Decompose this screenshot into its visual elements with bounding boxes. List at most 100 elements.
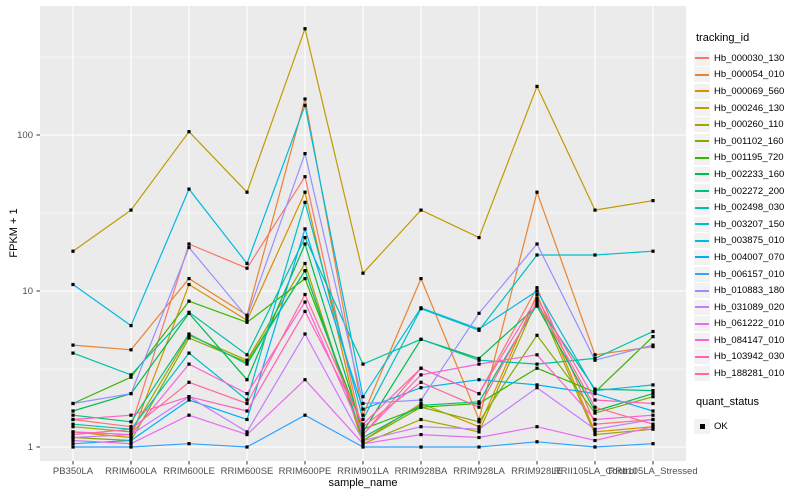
data-point bbox=[187, 336, 191, 340]
data-point bbox=[129, 438, 133, 443]
data-point bbox=[129, 420, 133, 424]
legend-key bbox=[694, 233, 710, 249]
data-point bbox=[303, 309, 307, 313]
data-point bbox=[593, 358, 597, 362]
data-point bbox=[535, 302, 539, 306]
x-tick-label: RRIM901LA bbox=[337, 466, 389, 477]
data-point bbox=[477, 236, 481, 240]
legend-key bbox=[694, 117, 710, 133]
data-point bbox=[71, 422, 75, 426]
data-point bbox=[303, 236, 307, 240]
data-point bbox=[651, 329, 655, 334]
data-point bbox=[245, 433, 249, 437]
legend-key-line bbox=[695, 140, 709, 143]
legend-key bbox=[694, 50, 710, 66]
data-point bbox=[361, 271, 365, 275]
legend-item: Hb_188281_010 bbox=[694, 365, 784, 382]
legend-item-label: Hb_103942_030 bbox=[714, 351, 785, 363]
data-point bbox=[651, 343, 655, 347]
legend-tracking-items: Hb_000030_130 Hb_000054_010 Hb_000069_560 H… bbox=[694, 50, 784, 382]
data-point bbox=[477, 378, 481, 382]
data-point bbox=[651, 383, 655, 387]
data-point bbox=[593, 389, 597, 393]
data-point bbox=[303, 175, 307, 179]
x-axis-title: sample_name bbox=[328, 477, 398, 489]
data-point bbox=[419, 380, 423, 384]
data-point bbox=[129, 425, 133, 429]
data-point bbox=[245, 190, 249, 194]
data-point bbox=[303, 242, 307, 246]
data-point bbox=[593, 392, 597, 396]
legend-key bbox=[694, 150, 710, 166]
data-point bbox=[651, 409, 655, 413]
legend-quant-items: OK bbox=[694, 418, 728, 435]
legend-item-label: Hb_002272_200 bbox=[714, 185, 785, 197]
data-point bbox=[419, 386, 423, 390]
data-point bbox=[361, 422, 365, 426]
data-point bbox=[477, 445, 481, 449]
data-point bbox=[71, 425, 75, 429]
x-tick-label: PB350LA bbox=[53, 466, 94, 477]
data-point bbox=[245, 313, 249, 317]
data-point bbox=[71, 409, 75, 413]
data-point bbox=[71, 442, 75, 446]
data-point bbox=[303, 300, 307, 304]
legend-item: Hb_003875_010 bbox=[694, 233, 784, 250]
legend-key-line bbox=[695, 156, 709, 159]
data-point bbox=[535, 333, 539, 337]
legend-item: Hb_084147_010 bbox=[694, 332, 784, 349]
data-point bbox=[361, 433, 365, 437]
data-point bbox=[593, 445, 597, 449]
data-point bbox=[419, 373, 423, 377]
quant-status-key bbox=[694, 418, 710, 434]
data-point bbox=[245, 409, 249, 413]
data-point bbox=[245, 358, 249, 362]
legend-item-label: Hb_084147_010 bbox=[714, 334, 785, 346]
data-point bbox=[187, 413, 191, 417]
data-point bbox=[419, 277, 423, 281]
data-point bbox=[593, 208, 597, 212]
data-point bbox=[245, 398, 249, 402]
legend-key-line bbox=[695, 372, 709, 375]
legend-key bbox=[694, 216, 710, 232]
data-point bbox=[535, 304, 539, 308]
data-point bbox=[477, 358, 481, 362]
data-point bbox=[303, 190, 307, 194]
legend-key-line bbox=[695, 355, 709, 358]
data-point bbox=[477, 392, 481, 396]
data-point bbox=[593, 398, 597, 402]
data-point bbox=[419, 337, 423, 341]
data-point bbox=[303, 27, 307, 31]
legend-item: Hb_010883_180 bbox=[694, 282, 784, 299]
data-point bbox=[187, 310, 191, 314]
data-point bbox=[477, 427, 481, 431]
legend-key-line bbox=[695, 223, 709, 226]
legend-key bbox=[694, 249, 710, 265]
x-tick-label: RRII105LA_Stressed bbox=[608, 466, 697, 477]
data-point bbox=[303, 261, 307, 266]
data-point bbox=[419, 403, 423, 407]
data-point bbox=[187, 351, 191, 355]
data-point bbox=[419, 306, 423, 310]
legend-item-label: Hb_004007_070 bbox=[714, 251, 785, 263]
data-point bbox=[245, 430, 249, 434]
data-point bbox=[651, 401, 655, 406]
data-point bbox=[593, 356, 597, 360]
data-point bbox=[129, 324, 133, 328]
data-point bbox=[187, 299, 191, 303]
legend-item: Hb_001195_720 bbox=[694, 150, 784, 167]
data-point bbox=[303, 378, 307, 382]
data-point bbox=[593, 430, 597, 434]
data-point bbox=[303, 97, 307, 101]
data-point bbox=[651, 425, 655, 429]
x-tick-label: RRIM600LE bbox=[163, 466, 215, 477]
data-point bbox=[535, 292, 539, 297]
data-point bbox=[651, 335, 655, 339]
data-point bbox=[593, 409, 597, 413]
data-point bbox=[535, 362, 539, 366]
data-point bbox=[651, 427, 655, 431]
data-point bbox=[593, 411, 597, 415]
legend-item: Hb_031089_020 bbox=[694, 299, 784, 316]
data-point bbox=[477, 327, 481, 331]
